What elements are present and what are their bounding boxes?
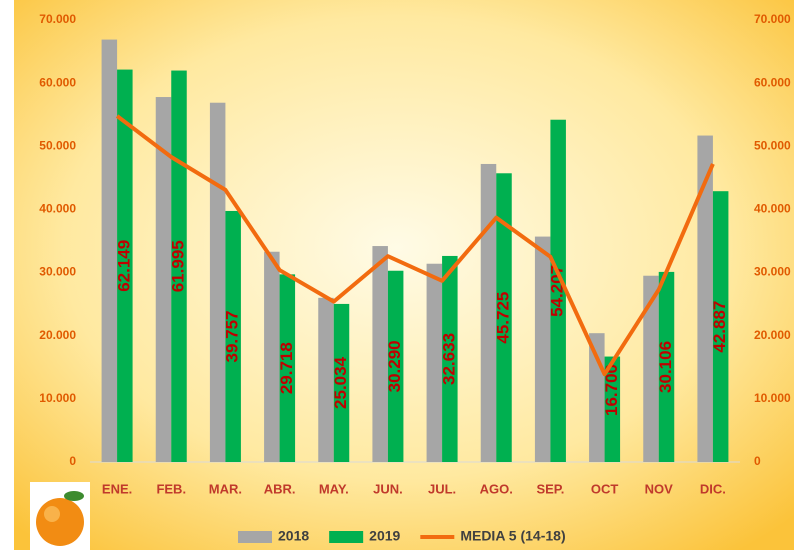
y-tick-label: 30.000: [39, 265, 76, 279]
y-tick-label: 40.000: [39, 202, 76, 216]
bar: [426, 263, 443, 462]
bar: [550, 119, 566, 463]
side-strip: [0, 0, 14, 550]
bar: [387, 270, 404, 462]
y-tick-label: 50.000: [39, 138, 76, 152]
legend-swatch: [238, 531, 272, 543]
y-tick-label: 0: [69, 454, 76, 468]
y-tick-label: 20.000: [39, 328, 76, 342]
bar: [372, 246, 388, 462]
y-tick-label: 10.000: [39, 391, 76, 405]
x-tick-label: SEP.: [536, 481, 564, 496]
y2-tick-label: 30.000: [754, 265, 791, 279]
x-tick-label: FEB.: [156, 481, 186, 496]
bar: [658, 271, 675, 462]
y2-tick-label: 40.000: [754, 202, 791, 216]
value-label: 16.700: [602, 364, 621, 416]
bar: [442, 255, 458, 462]
line-series: [115, 114, 715, 377]
x-tick-label: OCT: [591, 481, 619, 496]
value-label: 30.106: [656, 341, 675, 393]
bar: [264, 251, 280, 462]
x-tick-label: JUN.: [373, 481, 403, 496]
x-tick-label: ABR.: [264, 481, 296, 496]
bar: [712, 191, 729, 463]
legend-label: 2018: [278, 528, 309, 544]
y2-tick-label: 20.000: [754, 328, 791, 342]
y2-tick-label: 70.000: [754, 12, 791, 26]
bar: [333, 303, 350, 462]
y2-tick-label: 50.000: [754, 138, 791, 152]
value-label: 45.725: [493, 292, 512, 344]
y2-tick-label: 10.000: [754, 391, 791, 405]
value-label: 29.718: [277, 342, 296, 394]
legend-label: 2019: [369, 528, 400, 544]
bar: [279, 274, 296, 462]
bar: [480, 163, 497, 463]
value-label: 32.633: [439, 333, 458, 385]
bar: [604, 356, 621, 462]
bar: [534, 236, 551, 462]
value-label: 61.995: [168, 240, 187, 292]
bar: [209, 102, 226, 463]
value-label: 25.034: [331, 356, 350, 409]
x-tick-label: JUL.: [428, 481, 456, 496]
x-tick-label: DIC.: [700, 481, 726, 496]
y2-tick-label: 60.000: [754, 75, 791, 89]
bar: [697, 135, 713, 462]
y-tick-label: 70.000: [39, 12, 76, 26]
x-tick-label: ENE.: [102, 481, 132, 496]
orange-icon: [30, 482, 90, 550]
bar: [171, 70, 187, 462]
bar: [101, 39, 118, 463]
bar: [117, 69, 133, 462]
bar: [496, 173, 512, 462]
value-label: 39.757: [223, 310, 242, 362]
x-tick-label: AGO.: [480, 481, 513, 496]
legend-label: MEDIA 5 (14-18): [460, 528, 565, 544]
x-tick-label: MAY.: [319, 481, 349, 496]
bar: [225, 210, 241, 462]
legend-swatch: [329, 531, 364, 543]
x-tick-label: MAR.: [209, 481, 242, 496]
value-label: 42.887: [710, 301, 729, 353]
bar: [318, 297, 334, 462]
value-label: 30.290: [385, 340, 404, 392]
y2-tick-label: 0: [754, 454, 761, 468]
y-tick-label: 60.000: [39, 75, 76, 89]
bar: [643, 275, 659, 462]
x-tick-label: NOV: [645, 481, 674, 496]
bar: [155, 97, 172, 462]
value-label: 62.149: [114, 240, 133, 292]
